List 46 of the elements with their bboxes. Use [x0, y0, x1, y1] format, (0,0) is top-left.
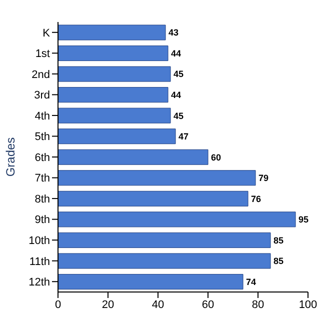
y-tick-label: 12th	[28, 276, 50, 289]
y-tick-label: 10th	[28, 234, 50, 247]
data-label: 85	[274, 235, 284, 246]
data-label: 74	[246, 276, 256, 287]
data-label: 79	[258, 173, 269, 184]
x-tick-label: 80	[252, 298, 264, 311]
data-label: 45	[174, 69, 184, 80]
data-label: 45	[174, 110, 184, 121]
x-tick-label: 20	[102, 298, 114, 311]
data-label: 76	[251, 194, 262, 204]
y-tick-label: 8th	[34, 193, 50, 206]
bar	[58, 190, 248, 206]
x-tick-label: 100	[298, 298, 318, 311]
y-tick-label: 5th	[34, 131, 50, 144]
x-tick-label: 60	[202, 298, 214, 311]
bar	[58, 108, 171, 124]
x-tick-label: 40	[152, 298, 164, 311]
data-label: 43	[168, 28, 179, 38]
data-label: 95	[298, 214, 309, 225]
bar	[58, 149, 208, 165]
y-tick-label: 3rd	[34, 90, 50, 102]
y-tick-label: 6th	[34, 152, 50, 164]
y-tick-label: 11th	[29, 256, 50, 268]
bar	[58, 253, 271, 269]
y-tick-label: 9th	[34, 214, 50, 226]
data-label: 60	[211, 152, 222, 162]
y-tick-label: 1st	[35, 48, 50, 60]
y-tick-label: 7th	[34, 172, 50, 185]
bar	[58, 128, 176, 144]
y-axis-title: Grades	[3, 137, 18, 177]
data-label: 47	[178, 132, 189, 142]
bar	[58, 232, 271, 248]
bar	[58, 87, 168, 103]
bar	[58, 170, 256, 186]
data-label: 44	[171, 48, 182, 58]
bar	[58, 212, 296, 228]
data-label: 44	[171, 90, 182, 100]
y-tick-label: 4th	[34, 110, 50, 122]
bar	[58, 274, 244, 290]
bar	[58, 46, 168, 62]
x-tick-label: 0	[54, 298, 62, 311]
bar	[58, 24, 166, 40]
y-tick-label: 2nd	[32, 68, 50, 81]
data-label: 85	[274, 256, 284, 266]
bar	[58, 66, 171, 82]
y-tick-label: K	[42, 27, 51, 40]
